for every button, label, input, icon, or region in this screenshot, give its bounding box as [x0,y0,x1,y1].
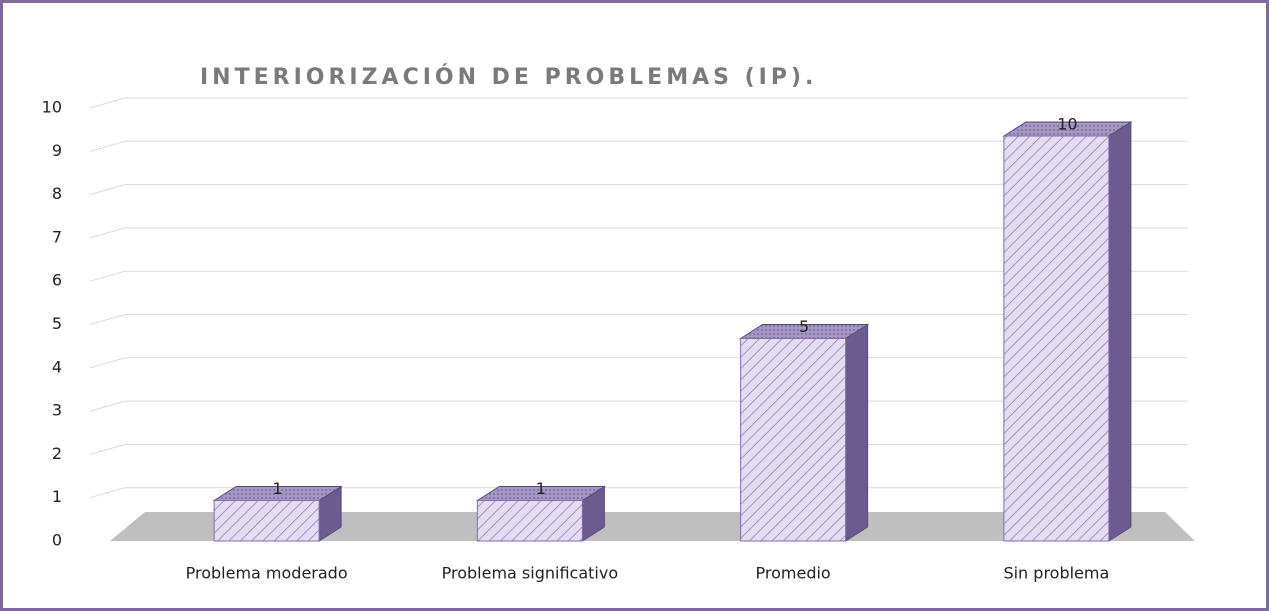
grid-line [89,487,126,499]
grid-line [89,314,126,325]
y-tick-label: 1 [52,487,62,506]
bar-front [476,500,583,542]
bar [212,485,343,542]
y-tick-label: 2 [52,444,62,463]
data-label: 5 [799,317,809,336]
grid-line [89,97,126,109]
y-tick-label: 9 [52,141,62,160]
y-tick-label: 6 [52,271,62,290]
floor [110,512,1195,541]
y-tick-label: 7 [52,227,62,246]
grid-line [89,400,126,412]
grid-line [89,443,126,455]
grid-line [89,184,126,196]
bar-side [845,323,869,542]
grid-line [89,227,126,239]
y-tick-label: 0 [52,531,62,550]
bar-front [1003,135,1110,542]
data-label: 10 [1057,115,1077,134]
data-label: 1 [536,479,546,498]
y-tick-label: 3 [52,401,62,420]
bar [738,323,870,542]
x-tick-label: Sin problema [1003,564,1109,583]
y-tick-label: 8 [52,184,62,203]
grid-line [89,357,126,369]
bar-front [740,338,847,542]
x-tick-label: Problema significativo [442,564,618,583]
x-tick-label: Problema moderado [186,564,348,583]
y-tick-label: 5 [52,314,62,333]
grid-line [89,140,126,152]
bar-front [213,500,320,542]
bar [1002,121,1133,542]
chart-title: INTERIORIZACIÓN DE PROBLEMAS (IP). [200,64,817,90]
y-tick-label: 4 [52,357,62,376]
grid-line [89,270,126,282]
x-tick-label: Promedio [756,564,831,583]
y-tick-label: 10 [42,98,62,117]
data-label: 1 [273,479,283,498]
bar-side [1108,121,1132,542]
bar [475,485,607,542]
